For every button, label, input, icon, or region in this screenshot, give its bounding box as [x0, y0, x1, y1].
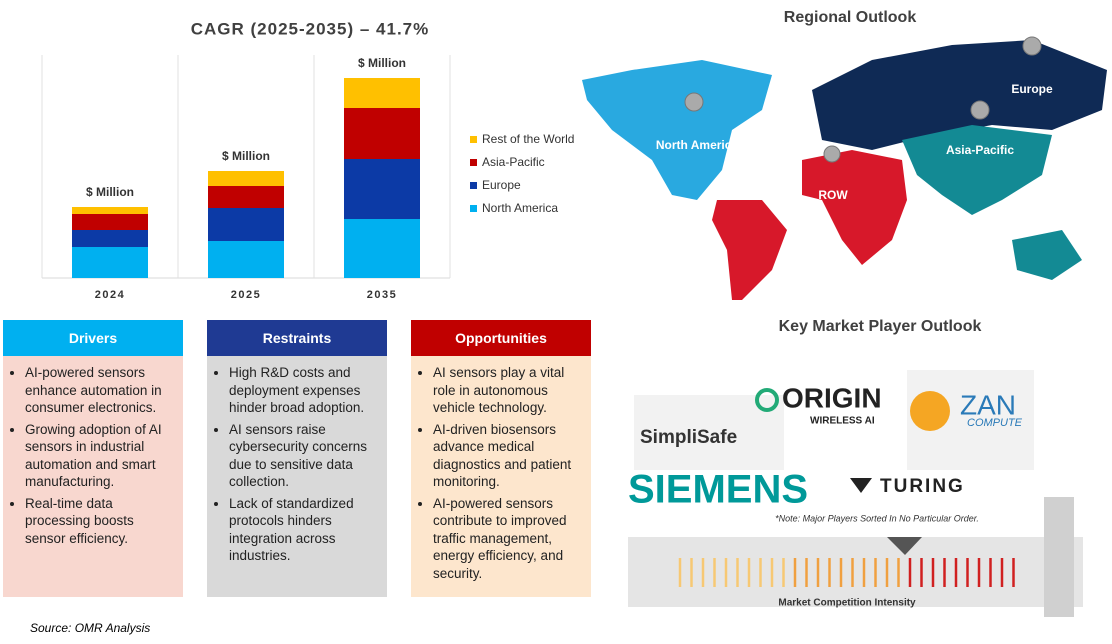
africa: [802, 150, 907, 265]
bar-segment: [344, 159, 420, 219]
chart-title: CAGR (2025-2035) – 41.7%: [191, 19, 430, 38]
legend-label: Rest of the World: [482, 132, 574, 146]
gauge-ticks: [678, 558, 1015, 587]
bar-segment: [344, 78, 420, 108]
box: Restraints High R&D costs and deployment …: [207, 320, 387, 597]
key-players: Key Market Player Outlook SimpliSafe ORI…: [628, 318, 1083, 617]
logo: ZAN: [960, 389, 1016, 420]
bar-segment: [72, 214, 148, 230]
region-label: Asia-Pacific: [946, 143, 1014, 157]
logo: SIEMENS: [628, 468, 808, 512]
box-item: Growing adoption of AI sensors in indust…: [25, 421, 177, 491]
map-title: Regional Outlook: [784, 9, 917, 26]
region-label: North America: [656, 138, 739, 152]
box-list: High R&D costs and deployment expenses h…: [207, 356, 387, 565]
box-list: AI sensors play a vital role in autonomo…: [411, 356, 591, 582]
legend-swatch: [470, 182, 477, 189]
logo: WIRELESS AI: [810, 416, 875, 427]
box-item: AI sensors raise cybersecurity concerns …: [229, 421, 381, 491]
logo: SimpliSafe: [640, 427, 737, 448]
box-list: AI-powered sensors enhance automation in…: [3, 356, 183, 547]
south-america: [712, 200, 787, 300]
players-title: Key Market Player Outlook: [779, 318, 982, 335]
australia: [1012, 230, 1082, 280]
box-item: Real-time data processing boosts sensor …: [25, 495, 177, 548]
legend-label: Europe: [482, 178, 521, 192]
note: *Note: Major Players Sorted In No Partic…: [775, 513, 979, 523]
bar-segment: [72, 207, 148, 214]
box: Opportunities AI sensors play a vital rol…: [411, 320, 591, 597]
logo-icon: [755, 388, 779, 412]
bar-label: $ Million: [358, 56, 406, 70]
pins: [684, 36, 1042, 163]
bar-segment: [208, 208, 284, 241]
bar-label: $ Million: [86, 185, 134, 199]
region-label: Europe: [1011, 82, 1053, 96]
bar-label: $ Million: [222, 149, 270, 163]
gauge-edge: [1044, 497, 1074, 617]
logo-icon: [850, 478, 872, 493]
box-title: Drivers: [3, 320, 183, 356]
box: Drivers AI-powered sensors enhance automa…: [3, 320, 183, 597]
bar-segment: [208, 186, 284, 208]
legend-swatch: [470, 136, 477, 143]
bar-segment: [72, 247, 148, 278]
box-title: Opportunities: [411, 320, 591, 356]
legend-label: Asia-Pacific: [482, 155, 545, 169]
bar-segment: [72, 230, 148, 247]
gauge-pointer: [887, 537, 922, 555]
world-map: Regional Outlook North America Europe As…: [582, 9, 1107, 300]
logo: COMPUTE: [967, 417, 1023, 429]
europe-asia: [812, 40, 1107, 150]
gauge-label: Market Competition Intensity: [778, 598, 916, 609]
legend-label: North America: [482, 201, 558, 215]
x-tick-label: 2035: [367, 289, 397, 301]
asia-pacific: [902, 125, 1052, 215]
box-item: AI-powered sensors contribute to improve…: [433, 495, 585, 583]
box-item: High R&D costs and deployment expenses h…: [229, 364, 381, 417]
chart: CAGR (2025-2035) – 41.7% $ Million 2024 $ …: [41, 19, 574, 301]
box-item: AI-driven biosensors advance medical dia…: [433, 421, 585, 491]
bar-segment: [208, 241, 284, 278]
box-item: AI-powered sensors enhance automation in…: [25, 364, 177, 417]
bar-segment: [208, 171, 284, 186]
bar-segment: [344, 108, 420, 159]
logo-icon: [910, 391, 950, 431]
x-tick-label: 2024: [95, 289, 125, 301]
source: Source: OMR Analysis: [30, 621, 151, 635]
legend-swatch: [470, 159, 477, 166]
legend-swatch: [470, 205, 477, 212]
logo: TURING: [880, 476, 965, 497]
bar-segment: [344, 219, 420, 278]
north-america: [582, 60, 772, 200]
logo: ORIGIN: [782, 382, 882, 413]
box-item: AI sensors play a vital role in autonomo…: [433, 364, 585, 417]
region-label: ROW: [818, 188, 848, 202]
x-tick-label: 2025: [231, 289, 261, 301]
box-title: Restraints: [207, 320, 387, 356]
box-item: Lack of standardized protocols hinders i…: [229, 495, 381, 565]
